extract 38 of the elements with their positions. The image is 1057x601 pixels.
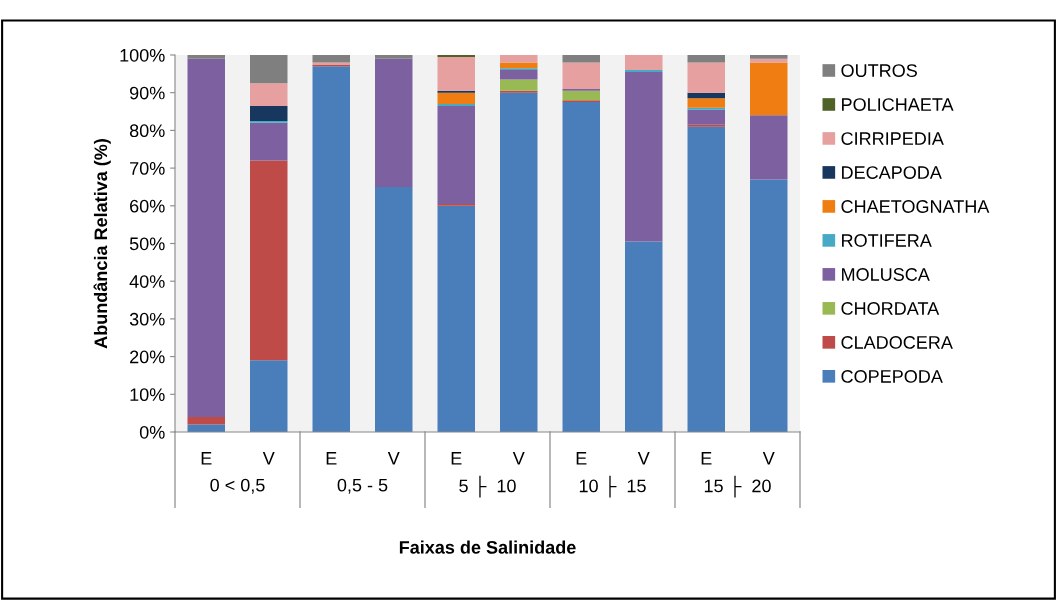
text: 0,5 - 5 [337,478,388,494]
x-tick-label: V [512,452,525,465]
text: 5 ├ 10 [459,475,516,498]
y-tick-label: 20% [130,350,165,364]
legend-label: POLICHAETA [842,98,954,111]
x-tick-label: V [262,452,275,465]
y-tick-label: 90% [129,86,165,100]
x-tick-label: E [701,452,712,465]
x-tick-label: V [637,452,650,465]
x-tick-label: E [326,452,337,465]
y-tick-label: 100% [120,48,165,62]
x-axis-title: Faixas de Salinidade [399,540,576,554]
x-tick-label: E [201,452,212,465]
legend-label: CLADOCERA [841,336,953,349]
legend-label: COPEPODA [841,370,943,383]
legend-label: CHORDATA [841,302,940,315]
y-tick-label: 40% [129,275,165,288]
y-axis-title: Abundância Relativa (%) [93,139,111,349]
y-tick-label: 70% [130,162,165,175]
legend-label: MOLUSCA [842,268,930,281]
legend-label: ROTIFERA [842,234,932,247]
legend-label: CIRRIPEDIA [841,132,944,145]
y-tick-label: 50% [129,237,165,251]
y-tick-label: 80% [129,124,165,138]
x-tick-label: V [762,452,775,465]
y-tick-label: 10% [130,388,165,402]
text: 15 ├ 20 [704,475,771,498]
x-tick-label: V [387,452,400,465]
y-tick-label: 30% [129,312,165,326]
legend-label: OUTROS [841,64,917,77]
text: 0 < 0,5 [210,478,265,494]
x-tick-label: E [576,452,587,465]
y-tick-label: 60% [130,199,165,213]
x-tick-label: E [451,452,462,465]
y-tick-label: 0% [139,425,165,439]
legend-label: DECAPODA [842,166,942,179]
legend-label: CHAETOGNATHA [841,200,990,213]
text: 10 ├ 15 [579,475,646,498]
